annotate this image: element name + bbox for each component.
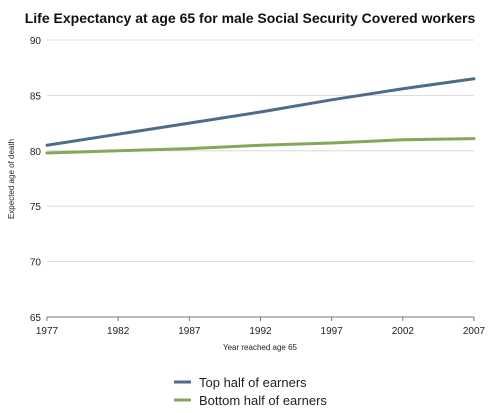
- y-tick-label: 80: [30, 147, 42, 158]
- y-tick-label: 75: [30, 202, 42, 213]
- x-tick-label: 1987: [178, 326, 201, 337]
- x-tick-label: 1982: [107, 326, 130, 337]
- y-tick-label: 90: [30, 36, 42, 47]
- y-tick-label: 70: [30, 258, 42, 269]
- y-axis-label: Expected age of death: [7, 139, 16, 219]
- x-tick-labels: 1977 1982 1987 1992 1997 2002 2007: [36, 317, 486, 337]
- y-tick-labels: 65 70 75 80 85 90: [30, 36, 42, 324]
- y-tick-label: 65: [30, 313, 42, 324]
- legend-label: Top half of earners: [199, 375, 307, 390]
- series-line-2: [45, 137, 476, 155]
- series-lines: [45, 77, 476, 155]
- chart-title: Life Expectancy at age 65 for male Socia…: [25, 10, 476, 26]
- x-tick-label: 2007: [463, 326, 486, 337]
- x-tick-label: 1977: [36, 326, 59, 337]
- x-tick-label: 1992: [249, 326, 272, 337]
- x-axis-label: Year reached age 65: [223, 343, 298, 352]
- x-tick-label: 1997: [321, 326, 344, 337]
- series-line-1: [45, 77, 476, 147]
- legend: Top half of earners Bottom half of earner…: [174, 375, 327, 408]
- gridlines: [47, 39, 474, 318]
- legend-label: Bottom half of earners: [199, 393, 327, 408]
- x-tick-label: 2002: [392, 326, 415, 337]
- y-tick-label: 85: [30, 91, 42, 102]
